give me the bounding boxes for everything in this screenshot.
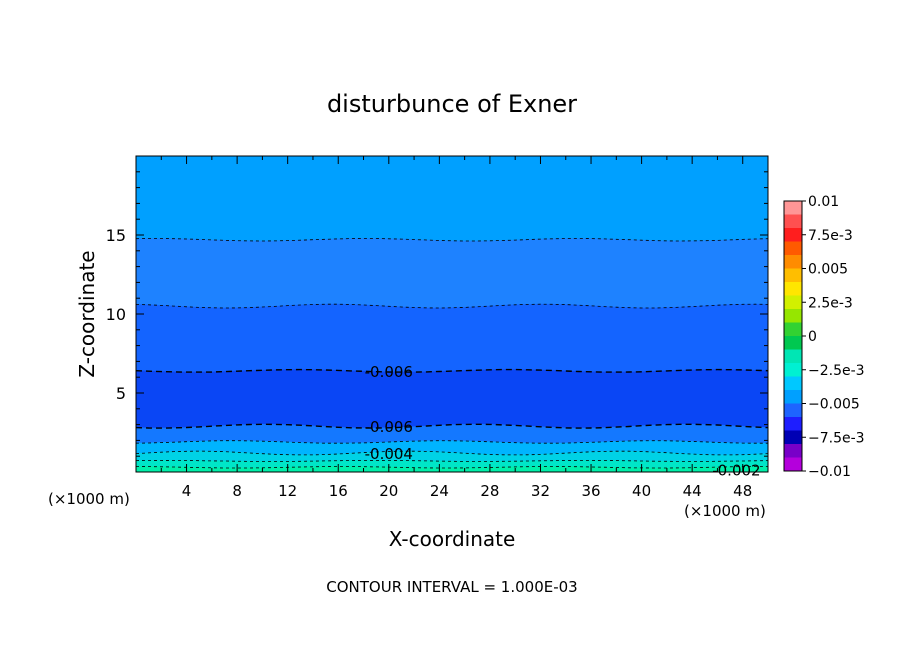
colorbar-swatch xyxy=(784,349,802,364)
colorbar-swatch xyxy=(784,444,802,458)
colorbar-labels: 0.01 7.5e-3 0.005 2.5e-3 0 −2.5e-3 −0.005 −7.5e… xyxy=(802,194,865,480)
colorbar-label: 2.5e-3 xyxy=(808,295,853,311)
colorbar-swatch xyxy=(784,201,802,215)
colorbar-swatch xyxy=(784,255,802,269)
colorbar-label: −0.01 xyxy=(808,464,851,480)
x-tick-label: 36 xyxy=(581,482,600,500)
colorbar-swatch xyxy=(784,214,802,229)
colorbar-label: −0.005 xyxy=(808,397,860,413)
x-axis-label: X-coordinate xyxy=(389,527,516,551)
chart-title: disturbunce of Exner xyxy=(327,90,577,118)
x-tick-label: 32 xyxy=(531,482,550,500)
contour-band xyxy=(135,460,769,469)
colorbar-label: −7.5e-3 xyxy=(808,430,865,446)
colorbar-swatch xyxy=(784,322,802,337)
colorbar-swatch xyxy=(784,376,802,391)
colorbar-label: 0.01 xyxy=(808,194,839,210)
contour-lines xyxy=(135,238,769,469)
y-axis-label: Z-coordinate xyxy=(75,250,99,377)
contour-label: -0.006 xyxy=(365,418,413,436)
x-tick-label: 40 xyxy=(632,482,651,500)
colorbar-swatch xyxy=(784,309,802,323)
contour-label: -0.004 xyxy=(365,445,413,463)
x-tick-label: 4 xyxy=(182,482,192,500)
colorbar-label: 0.005 xyxy=(808,262,848,278)
axis-ticks xyxy=(136,156,768,472)
contour-interval-note: CONTOUR INTERVAL = 1.000E-03 xyxy=(326,578,577,596)
y-tick-labels: 5 10 15 xyxy=(106,226,126,403)
colorbar-swatch xyxy=(784,268,802,283)
colorbar-label: 7.5e-3 xyxy=(808,228,853,244)
colorbar-swatch xyxy=(784,403,802,418)
x-tick-label: 20 xyxy=(379,482,398,500)
colorbar-swatch xyxy=(784,336,802,350)
x-tick-label: 48 xyxy=(733,482,752,500)
colorbar-swatch xyxy=(784,282,802,296)
contour-label: -0.006 xyxy=(365,363,413,381)
contour-line xyxy=(135,423,769,429)
contour-labels: -0.006 -0.006 -0.004 -0.002 xyxy=(365,363,761,480)
colorbar-swatch xyxy=(784,241,802,256)
y-tick-label: 5 xyxy=(116,384,126,403)
colorbar-swatch xyxy=(784,228,802,242)
contour-band xyxy=(135,238,769,309)
x-tick-label: 28 xyxy=(480,482,499,500)
x-unit-left: (×1000 m) xyxy=(48,490,130,508)
x-tick-label: 24 xyxy=(430,482,449,500)
contour-label: -0.002 xyxy=(712,462,760,480)
colorbar-swatch xyxy=(784,430,802,445)
colorbar-swatch xyxy=(784,457,802,472)
colorbar-swatch xyxy=(784,295,802,310)
contour-line xyxy=(135,368,769,373)
colorbar-label: 0 xyxy=(808,329,817,345)
x-unit-right: (×1000 m) xyxy=(684,502,766,520)
colorbar-swatch xyxy=(784,417,802,431)
y-tick-label: 15 xyxy=(106,226,126,245)
colorbar-swatch xyxy=(784,363,802,377)
x-tick-label: 44 xyxy=(683,482,702,500)
contour-band xyxy=(135,369,769,429)
contour-band xyxy=(135,155,769,242)
y-tick-label: 10 xyxy=(106,305,126,324)
colorbar-swatch xyxy=(784,390,802,404)
colorbar-label: −2.5e-3 xyxy=(808,363,865,379)
x-tick-labels: 4 8 12 16 20 24 28 32 36 40 44 48 xyxy=(182,482,752,500)
contour-band xyxy=(135,303,769,373)
x-tick-label: 16 xyxy=(329,482,348,500)
x-tick-label: 8 xyxy=(232,482,242,500)
contour-band xyxy=(135,423,769,444)
x-tick-label: 12 xyxy=(278,482,297,500)
colorbar xyxy=(783,200,803,472)
